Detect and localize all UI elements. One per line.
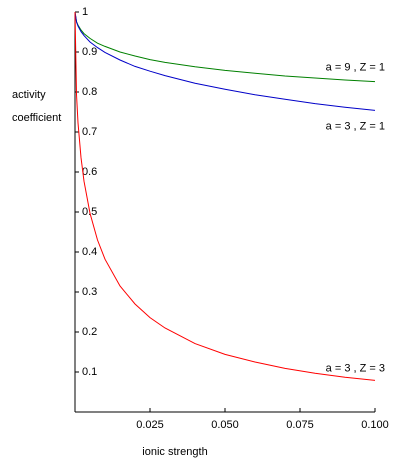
- x-axis-label: ionic strength: [142, 446, 207, 458]
- x-tick-label: 0.075: [286, 419, 314, 431]
- series-line: [74, 11, 376, 381]
- series-label: a = 9 , Z = 1: [326, 62, 385, 74]
- y-axis-label: activity: [12, 89, 46, 101]
- y-tick-label: 0.1: [82, 366, 97, 378]
- x-tick-label: 0.025: [136, 419, 164, 431]
- y-axis-label: coefficient: [12, 112, 61, 124]
- series-line: [74, 11, 376, 111]
- y-tick-label: 0.7: [82, 126, 97, 138]
- series-line: [74, 11, 376, 83]
- y-tick-label: 0.2: [82, 326, 97, 338]
- y-tick-label: 0.6: [82, 166, 97, 178]
- y-tick-label: 0.8: [82, 86, 97, 98]
- y-tick-label: 0.3: [82, 286, 97, 298]
- y-tick-label: 0.4: [82, 246, 97, 258]
- y-tick-label: 0.9: [82, 46, 97, 58]
- x-tick-label: 0.050: [211, 419, 239, 431]
- x-tick-label: 0.100: [361, 419, 389, 431]
- y-tick-label: 1: [82, 6, 88, 18]
- series-label: a = 3 , Z = 1: [326, 120, 385, 132]
- series-label: a = 3 , Z = 3: [326, 362, 385, 374]
